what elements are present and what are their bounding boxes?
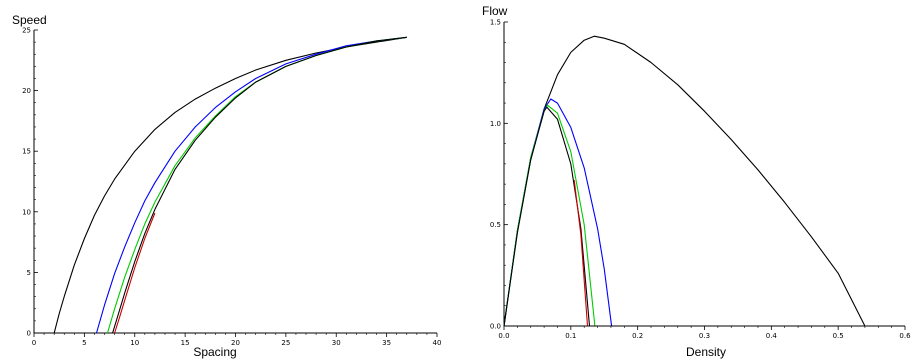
flow-density-x-tick-label: 0.1: [565, 332, 576, 340]
speed-spacing-series-5-line: [114, 212, 156, 334]
speed-spacing-plot-area: 0 5 10 15 20 25 30 35 40 0 5 10 15 20 25: [22, 27, 441, 348]
flow-density-y-tick-label: 1.0: [490, 120, 501, 128]
speed-axis-title: Speed: [12, 13, 47, 27]
speed-spacing-series-2-line: [95, 36, 407, 334]
speed-spacing-y-tick-label: 25: [22, 27, 31, 35]
flow-density-x-tick-label: 0.4: [766, 332, 778, 340]
speed-spacing-x-tick-label: 30: [332, 339, 341, 347]
flow-density-chart: 0.0 0.1 0.2 0.3 0.4 0.5 0.6 0.0 0.5 1.0 1.5 Flow D…: [482, 4, 911, 359]
speed-spacing-x-tick-label: 15: [181, 339, 190, 347]
speed-spacing-y-tick-label: 15: [22, 148, 31, 156]
speed-spacing-x-tick-label: 40: [433, 339, 442, 347]
flow-density-series-1-line: [503, 35, 866, 327]
speed-spacing-y-tick-label: 5: [27, 269, 31, 277]
spacing-axis-title: Spacing: [193, 345, 236, 359]
flow-density-x-tick-label: 0.3: [699, 332, 710, 340]
flow-density-y-tick-label: 0.0: [490, 323, 501, 331]
speed-spacing-x-tick-label: 5: [82, 339, 86, 347]
speed-spacing-y-tick-label: 10: [22, 208, 31, 216]
flow-axis-title: Flow: [482, 4, 508, 18]
speed-spacing-chart: 0 5 10 15 20 25 30 35 40 0 5 10 15 20 25 Speed Spacing: [12, 13, 441, 359]
flow-density-x-tick-label: 0.0: [498, 332, 509, 340]
speed-spacing-series-1-line: [53, 36, 407, 334]
speed-spacing-series-4-line: [112, 36, 407, 334]
density-axis-title: Density: [686, 345, 726, 359]
flow-density-x-tick-label: 0.6: [899, 332, 911, 340]
flow-density-plot-area: 0.0 0.1 0.2 0.3 0.4 0.5 0.6 0.0 0.5 1.0 1.5: [490, 19, 911, 341]
speed-spacing-x-tick-label: 0: [32, 339, 36, 347]
speed-spacing-x-tick-label: 10: [130, 339, 139, 347]
flow-density-y-tick-label: 0.5: [490, 221, 501, 229]
speed-spacing-x-tick-label: 20: [231, 339, 240, 347]
flow-density-series-4-line: [503, 106, 905, 327]
flow-density-series-3-line: [503, 104, 905, 327]
flow-density-x-tick-label: 0.2: [632, 332, 643, 340]
speed-spacing-x-tick-label: 25: [281, 339, 290, 347]
flow-density-series-5-line: [573, 180, 589, 327]
flow-density-y-tick-label: 1.5: [490, 19, 501, 27]
flow-density-x-tick-label: 0.5: [833, 332, 844, 340]
speed-spacing-y-tick-label: 20: [22, 87, 31, 95]
speed-spacing-y-tick-label: 0: [27, 330, 31, 338]
speed-spacing-x-tick-label: 35: [382, 339, 391, 347]
